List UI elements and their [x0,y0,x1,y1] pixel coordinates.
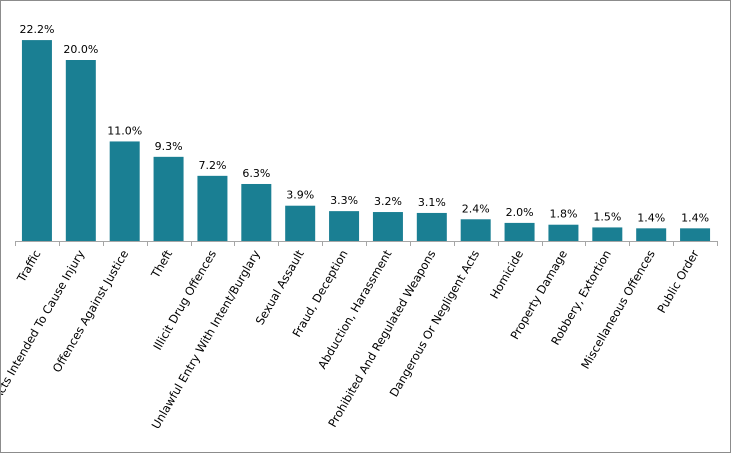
bar [548,224,579,241]
data-label: 3.1% [418,196,446,209]
bar [636,228,667,241]
bar [592,227,623,241]
data-label: 1.5% [593,210,621,223]
data-label: 6.3% [242,167,270,180]
bar [65,60,96,241]
bar [285,205,316,241]
data-label: 3.9% [286,189,314,202]
bar [680,228,711,241]
x-tick-label: Dangerous Or Negligent Acts [387,248,483,400]
data-label: 9.3% [155,140,183,153]
bar [416,212,447,241]
x-tick-label: Traffic [14,248,44,286]
data-label: 1.8% [549,208,577,221]
data-label: 11.0% [107,124,142,137]
data-label: 2.0% [506,206,534,219]
x-tick-label: Offences Against Justice [50,248,132,375]
data-label: 3.3% [330,194,358,207]
data-label: 20.0% [63,43,98,56]
data-label: 22.2% [19,23,54,36]
bar [504,222,535,241]
x-tick-label: Homicide [487,248,526,302]
x-tick-label: Public Order [654,247,701,315]
bar [21,40,52,242]
data-label: 2.4% [462,202,490,215]
x-tick-label: Theft [148,247,176,281]
bar [197,175,228,241]
bar [241,183,272,241]
data-label: 1.4% [681,211,709,224]
bar [372,212,403,241]
data-label: 7.2% [198,159,226,172]
data-label: 3.2% [374,195,402,208]
data-label: 1.4% [637,211,665,224]
bar [460,219,491,241]
bar [329,211,360,241]
bar [153,156,184,241]
bar [109,141,140,241]
